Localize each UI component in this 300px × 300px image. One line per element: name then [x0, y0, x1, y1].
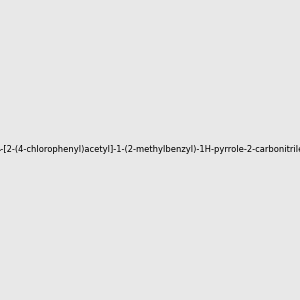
- Text: 4-[2-(4-chlorophenyl)acetyl]-1-(2-methylbenzyl)-1H-pyrrole-2-carbonitrile: 4-[2-(4-chlorophenyl)acetyl]-1-(2-methyl…: [0, 146, 300, 154]
